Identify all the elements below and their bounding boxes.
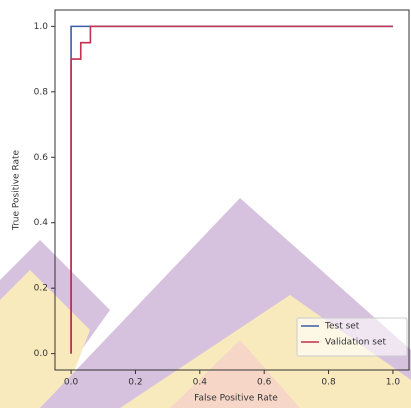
x-tick-label: 0.8 (321, 378, 336, 388)
x-tick-label: 1.0 (386, 378, 401, 388)
legend-label: Validation set (325, 338, 387, 348)
x-tick-label: 0.2 (128, 378, 142, 388)
x-tick-label: 0.6 (257, 378, 272, 388)
chart: False Positive Rate True Positive Rate 0… (0, 0, 411, 408)
legend-label: Test set (324, 322, 360, 332)
x-axis-label: False Positive Rate (194, 394, 278, 404)
x-tick-label: 0.0 (64, 378, 79, 388)
x-tick-label: 0.4 (193, 378, 208, 388)
y-tick-label: 0.6 (34, 153, 49, 163)
y-tick-label: 0.0 (34, 349, 49, 359)
y-tick-label: 1.0 (34, 22, 49, 32)
y-axis-label: True Positive Rate (12, 149, 22, 231)
y-tick-label: 0.8 (34, 87, 49, 97)
watermark (0, 198, 411, 408)
y-tick-label: 0.2 (34, 284, 48, 294)
y-tick-label: 0.4 (34, 218, 49, 228)
